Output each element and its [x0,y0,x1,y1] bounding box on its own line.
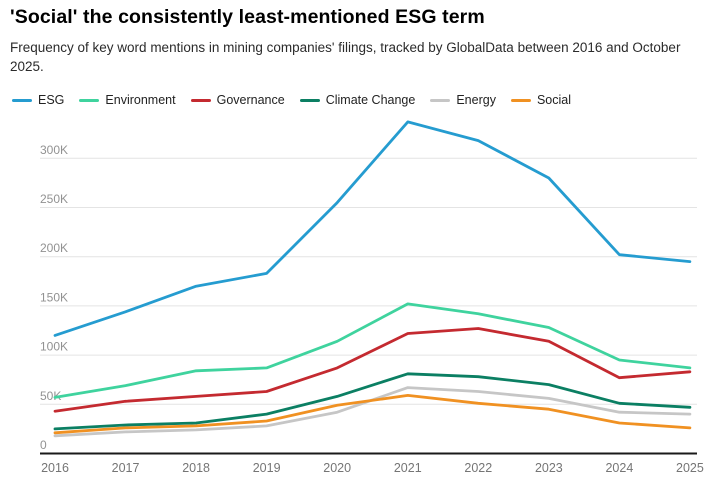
legend-label: Environment [105,93,176,107]
legend-swatch-icon [190,98,211,102]
x-axis-label: 2020 [323,461,351,475]
x-axis-label: 2025 [676,461,704,475]
x-axis-label: 2018 [182,461,210,475]
legend-item-climate-change: Climate Change [299,93,416,107]
x-axis-label: 2024 [605,461,633,475]
y-axis-tick-label: 50K [40,389,61,403]
y-axis-tick-label: 150K [40,290,68,304]
y-axis-tick-label: 250K [40,192,68,206]
chart-title: 'Social' the consistently least-mentione… [10,6,485,28]
legend-label: Energy [456,93,496,107]
x-axis-label: 2017 [112,461,140,475]
y-axis-tick-label: 200K [40,241,68,255]
x-axis-label: 2021 [394,461,422,475]
chart-legend: ESG Environment Governance Climate Change En… [12,93,571,107]
chart-subtitle: Frequency of key word mentions in mining… [10,40,681,74]
y-axis-tick-label: 100K [40,340,68,354]
x-axis-label: 2019 [253,461,281,475]
legend-item-esg: ESG [12,93,64,107]
y-axis-tick-label: 0 [40,438,47,452]
legend-swatch-icon [430,98,451,102]
x-axis-label: 2022 [464,461,492,475]
series-line-social [53,393,692,435]
series-line-esg [53,120,692,337]
legend-label: Social [536,93,571,107]
legend-item-energy: Energy [430,93,496,107]
x-axis-label: 2023 [535,461,563,475]
legend-swatch-icon [510,98,531,102]
y-axis-tick-label: 300K [40,143,68,157]
series-line-climate-change [53,372,692,431]
chart-header: 'Social' the consistently least-mentione… [10,6,696,76]
legend-label: Climate Change [325,93,416,107]
legend-item-environment: Environment [79,93,176,107]
legend-swatch-icon [299,98,320,102]
legend-label: Governance [216,93,285,107]
legend-swatch-icon [79,98,100,102]
x-axis-label: 2016 [41,461,69,475]
legend-label: ESG [38,93,65,107]
legend-item-social: Social [510,93,571,107]
series-line-environment [53,302,692,399]
legend-item-governance: Governance [190,93,285,107]
legend-swatch-icon [12,98,32,102]
series-line-governance [53,327,692,413]
